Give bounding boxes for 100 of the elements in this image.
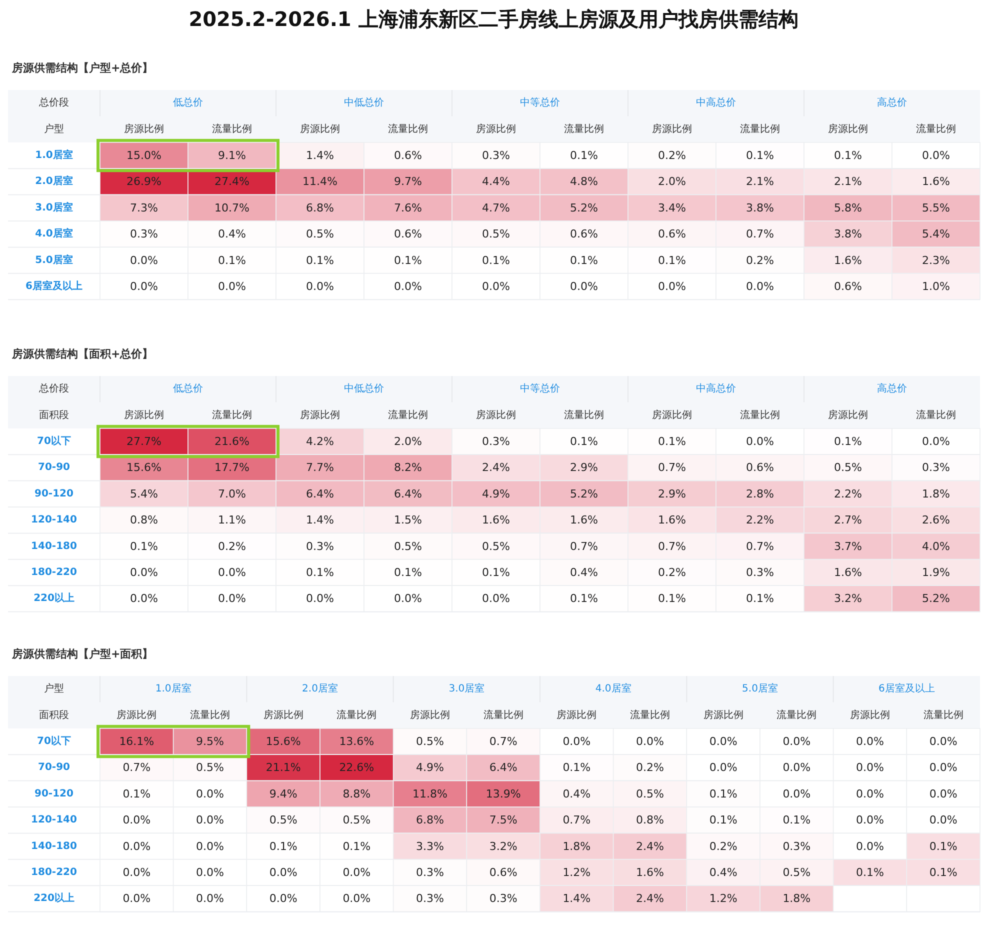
data-label: 0.0% — [922, 149, 950, 162]
data-label: 4.8% — [570, 175, 598, 188]
chart-subtitle: 房源供需结构【户型+面积】 — [11, 648, 154, 660]
data-label: 7.5% — [489, 814, 518, 827]
data-label: 0.3% — [130, 228, 158, 241]
data-label: 0.1% — [834, 149, 862, 162]
data-label: 1.0% — [922, 280, 950, 293]
data-label: 0.5% — [416, 735, 444, 748]
data-label: 0.1% — [929, 866, 958, 879]
data-label: 17.7% — [214, 461, 250, 474]
x-tick-label: 房源比例 — [652, 122, 692, 135]
data-label: 0.3% — [306, 540, 334, 553]
data-label: 1.4% — [562, 892, 591, 906]
data-label: 0.6% — [570, 228, 598, 241]
data-label: 0.5% — [782, 866, 811, 879]
data-label: 0.0% — [122, 814, 151, 827]
data-label: 0.1% — [929, 840, 958, 853]
data-label: 0.0% — [922, 435, 950, 448]
x-tick-label: 房源比例 — [476, 122, 516, 135]
x-tick-label: 房源比例 — [703, 708, 744, 721]
x-tick-label: 流量比例 — [212, 122, 252, 135]
text: 中等总价 — [520, 382, 560, 395]
data-label: 9.7% — [394, 175, 422, 188]
data-label: 6.8% — [416, 814, 444, 827]
data-label: 2.2% — [746, 514, 774, 527]
data-label: 7.6% — [394, 201, 422, 214]
data-label: 0.1% — [269, 840, 298, 853]
data-label: 2.6% — [922, 514, 950, 527]
data-label: 0.7% — [746, 228, 774, 241]
chart-subtitle: 房源供需结构【面积+总价】 — [11, 348, 154, 360]
y-tick-label: 180-220 — [31, 567, 77, 578]
data-label: 0.0% — [929, 814, 958, 827]
data-label: 0.0% — [856, 761, 884, 774]
y-tick-label: 220以上 — [34, 592, 74, 604]
data-label: 2.4% — [636, 840, 664, 853]
text: 低总价 — [173, 382, 203, 395]
x-tick-label: 流量比例 — [916, 122, 956, 135]
data-label: 0.3% — [482, 149, 510, 162]
data-label: 6.8% — [306, 201, 334, 214]
data-label: 0.1% — [709, 814, 738, 827]
data-label: 0.5% — [342, 814, 371, 827]
x-tick-label: 流量比例 — [336, 708, 377, 721]
data-label: 0.1% — [570, 435, 598, 448]
data-label: 0.0% — [856, 840, 884, 853]
data-label: 11.8% — [412, 787, 448, 800]
y-tick-label: 70以下 — [37, 435, 71, 447]
data-label: 0.3% — [782, 840, 811, 853]
data-label: 0.1% — [122, 787, 151, 800]
data-label: 0.5% — [834, 461, 862, 474]
text: 高总价 — [877, 96, 907, 109]
data-label: 0.2% — [746, 254, 774, 267]
y-tick-label: 2.0居室 — [35, 175, 73, 188]
data-label: 1.9% — [922, 566, 950, 579]
data-label: 0.1% — [306, 254, 334, 267]
data-label: 0.5% — [482, 228, 510, 241]
data-label: 0.2% — [636, 761, 664, 774]
x-axis-title: 户型 — [44, 682, 64, 695]
data-label: 0.1% — [482, 566, 510, 579]
x-tick-label: 房源比例 — [124, 122, 164, 135]
data-label: 0.4% — [570, 566, 598, 579]
data-label: 0.0% — [856, 735, 884, 748]
x-tick-label: 房源比例 — [850, 708, 890, 721]
chart-title: 2025.2-2026.1 上海浦东新区二手房线上房源及用户找房供需结构 — [188, 7, 798, 31]
y-tick-label: 120-140 — [31, 514, 77, 526]
data-label: 2.9% — [570, 461, 598, 474]
data-label: 4.2% — [306, 435, 334, 448]
x-tick-label: 房源比例 — [410, 708, 450, 721]
data-label: 0.7% — [658, 461, 686, 474]
data-label: 0.0% — [269, 866, 298, 879]
data-label: 0.1% — [658, 435, 686, 448]
data-label: 0.1% — [482, 254, 510, 267]
data-label: 1.8% — [562, 840, 591, 853]
x-tick-label: 流量比例 — [212, 408, 252, 421]
data-label: 7.7% — [306, 461, 334, 474]
data-label: 0.4% — [709, 866, 738, 879]
data-label: 0.0% — [394, 280, 422, 293]
data-label: 9.1% — [218, 149, 246, 162]
y-tick-label: 5.0居室 — [35, 254, 73, 266]
x-tick-label: 房源比例 — [124, 408, 164, 421]
x-tick-label: 流量比例 — [916, 408, 956, 421]
data-label: 0.7% — [122, 761, 151, 774]
y-tick-label: 6居室及以上 — [26, 280, 82, 292]
data-label: 1.8% — [782, 892, 811, 906]
data-label: 0.7% — [746, 540, 774, 553]
y-tick-label: 70-90 — [38, 462, 70, 474]
data-label: 5.2% — [570, 487, 598, 500]
data-label: 0.1% — [562, 761, 591, 774]
x-tick-label: 流量比例 — [388, 408, 428, 421]
data-label: 3.8% — [834, 228, 862, 241]
x-axis-title: 总价段 — [38, 96, 69, 109]
y-tick-label: 1.0居室 — [35, 149, 73, 161]
x-tick-label: 房源比例 — [300, 408, 340, 421]
data-label: 0.0% — [636, 735, 664, 748]
data-label: 22.6% — [339, 761, 374, 774]
data-label: 0.0% — [306, 592, 334, 606]
data-label: 0.1% — [342, 840, 371, 853]
y-axis-title: 面积段 — [39, 408, 69, 421]
y-tick-label: 3.0居室 — [35, 201, 73, 214]
data-label: 0.2% — [218, 540, 246, 553]
text: 2.0居室 — [302, 682, 338, 695]
